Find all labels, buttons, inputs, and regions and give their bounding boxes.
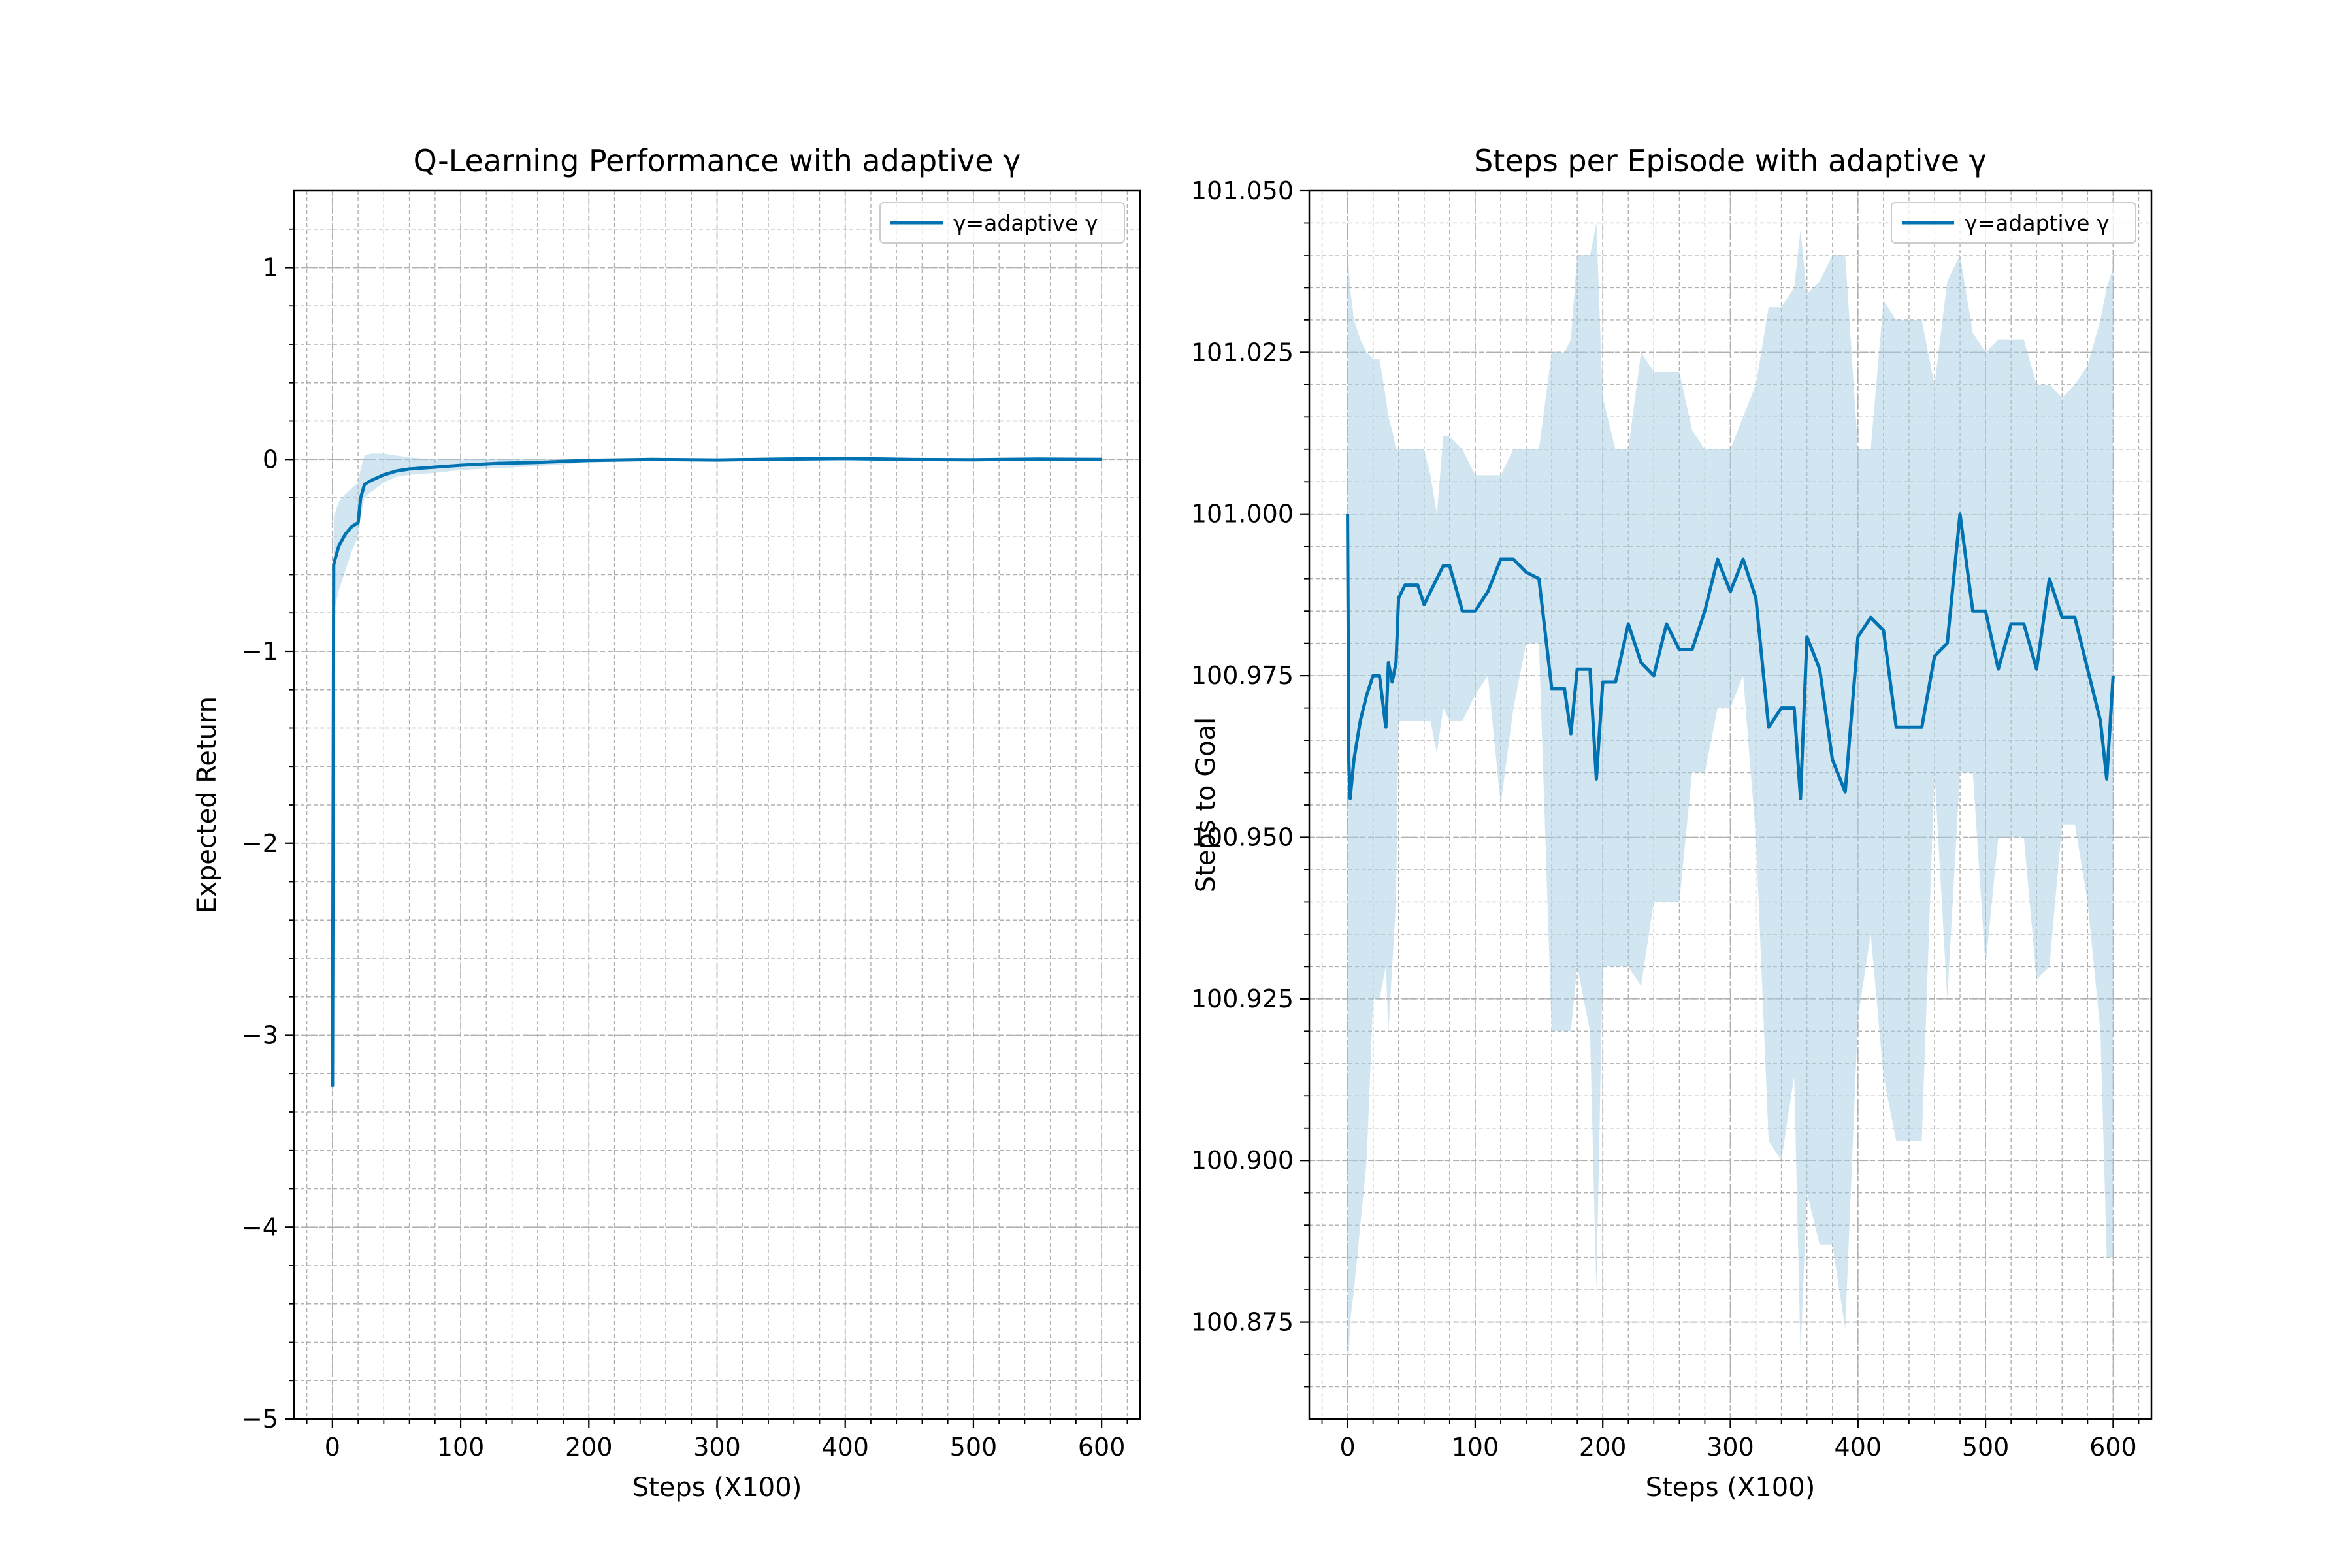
y-tick-label: −4	[242, 1213, 278, 1241]
axes-frame	[293, 189, 1141, 1420]
x-tick-label: 200	[1579, 1433, 1627, 1462]
x-tick-label: 400	[1835, 1433, 1882, 1462]
grid-lines	[294, 191, 1140, 1420]
x-tick-label: 500	[950, 1433, 998, 1462]
y-tick-label: 101.050	[1191, 176, 1294, 205]
confidence-band-area	[1347, 223, 2114, 1355]
legend: γ=adaptive γ	[1891, 202, 2136, 244]
y-tick-label: −3	[242, 1021, 278, 1050]
y-tick-label: 100.975	[1191, 661, 1294, 690]
y-axis-label: Expected Return	[192, 696, 222, 913]
axes-frame	[1308, 189, 2153, 1420]
y-tick-label: 1	[263, 253, 278, 282]
x-tick-label: 400	[821, 1433, 869, 1462]
tick-marks	[1300, 189, 2140, 1428]
y-tick-label: 100.925	[1191, 985, 1294, 1013]
series-line-path	[331, 457, 1102, 1087]
x-tick-label: 300	[1707, 1433, 1754, 1462]
panel-steps-to-goal: 0 100 200 300 400 500 600 100.875 100.900 100.92…	[1191, 143, 2153, 1503]
y-tick-label: 100.950	[1191, 823, 1294, 851]
x-tick-label: 600	[2089, 1433, 2137, 1462]
y-tick-label: 100.900	[1191, 1146, 1294, 1175]
y-tick-label: 100.875	[1191, 1308, 1294, 1337]
x-axis-label: Steps (X100)	[1646, 1473, 1816, 1503]
tick-marks	[285, 228, 1128, 1428]
x-tick-label: 200	[565, 1433, 613, 1462]
y-tick-label: 101.000	[1191, 500, 1294, 529]
chart-title: Q-Learning Performance with adaptive γ	[414, 143, 1021, 178]
x-tick-label: 600	[1078, 1433, 1126, 1462]
x-tick-label: 100	[1452, 1433, 1499, 1462]
y-tick-labels: −5 −4 −3 −2 −1 0 1	[242, 253, 278, 1434]
panel-expected-return: 0 100 200 300 400 500 600 −5 −4 −3 −2 −1 0 1 Q-Learn…	[192, 143, 1141, 1503]
chart-title: Steps per Episode with adaptive γ	[1474, 143, 1987, 178]
confidence-band	[1347, 223, 2114, 1355]
x-tick-label: 0	[325, 1433, 340, 1462]
x-tick-label: 100	[437, 1433, 485, 1462]
legend-label: γ=adaptive γ	[953, 210, 1098, 236]
y-tick-label: −1	[242, 637, 278, 666]
x-tick-labels: 0 100 200 300 400 500 600	[1339, 1433, 2136, 1462]
y-tick-label: 101.025	[1191, 338, 1294, 367]
y-tick-labels: 100.875 100.900 100.925 100.950 100.975 101.0…	[1191, 176, 1294, 1337]
legend: γ=adaptive γ	[879, 202, 1125, 244]
y-axis-label: Steps to Goal	[1191, 717, 1221, 893]
x-tick-label: 500	[1962, 1433, 2010, 1462]
series-line	[331, 457, 1102, 1087]
legend-box	[1891, 202, 2136, 244]
y-tick-label: −2	[242, 829, 278, 858]
y-tick-label: −5	[242, 1405, 278, 1433]
series-line-path	[1346, 512, 2115, 800]
x-tick-labels: 0 100 200 300 400 500 600	[325, 1433, 1126, 1462]
x-tick-label: 300	[693, 1433, 741, 1462]
y-tick-label: 0	[263, 445, 278, 474]
x-tick-label: 0	[1339, 1433, 1355, 1462]
legend-box	[879, 202, 1125, 244]
legend-label: γ=adaptive γ	[1965, 210, 2109, 236]
series-line	[1346, 512, 2115, 800]
x-axis-label: Steps (X100)	[632, 1473, 802, 1503]
